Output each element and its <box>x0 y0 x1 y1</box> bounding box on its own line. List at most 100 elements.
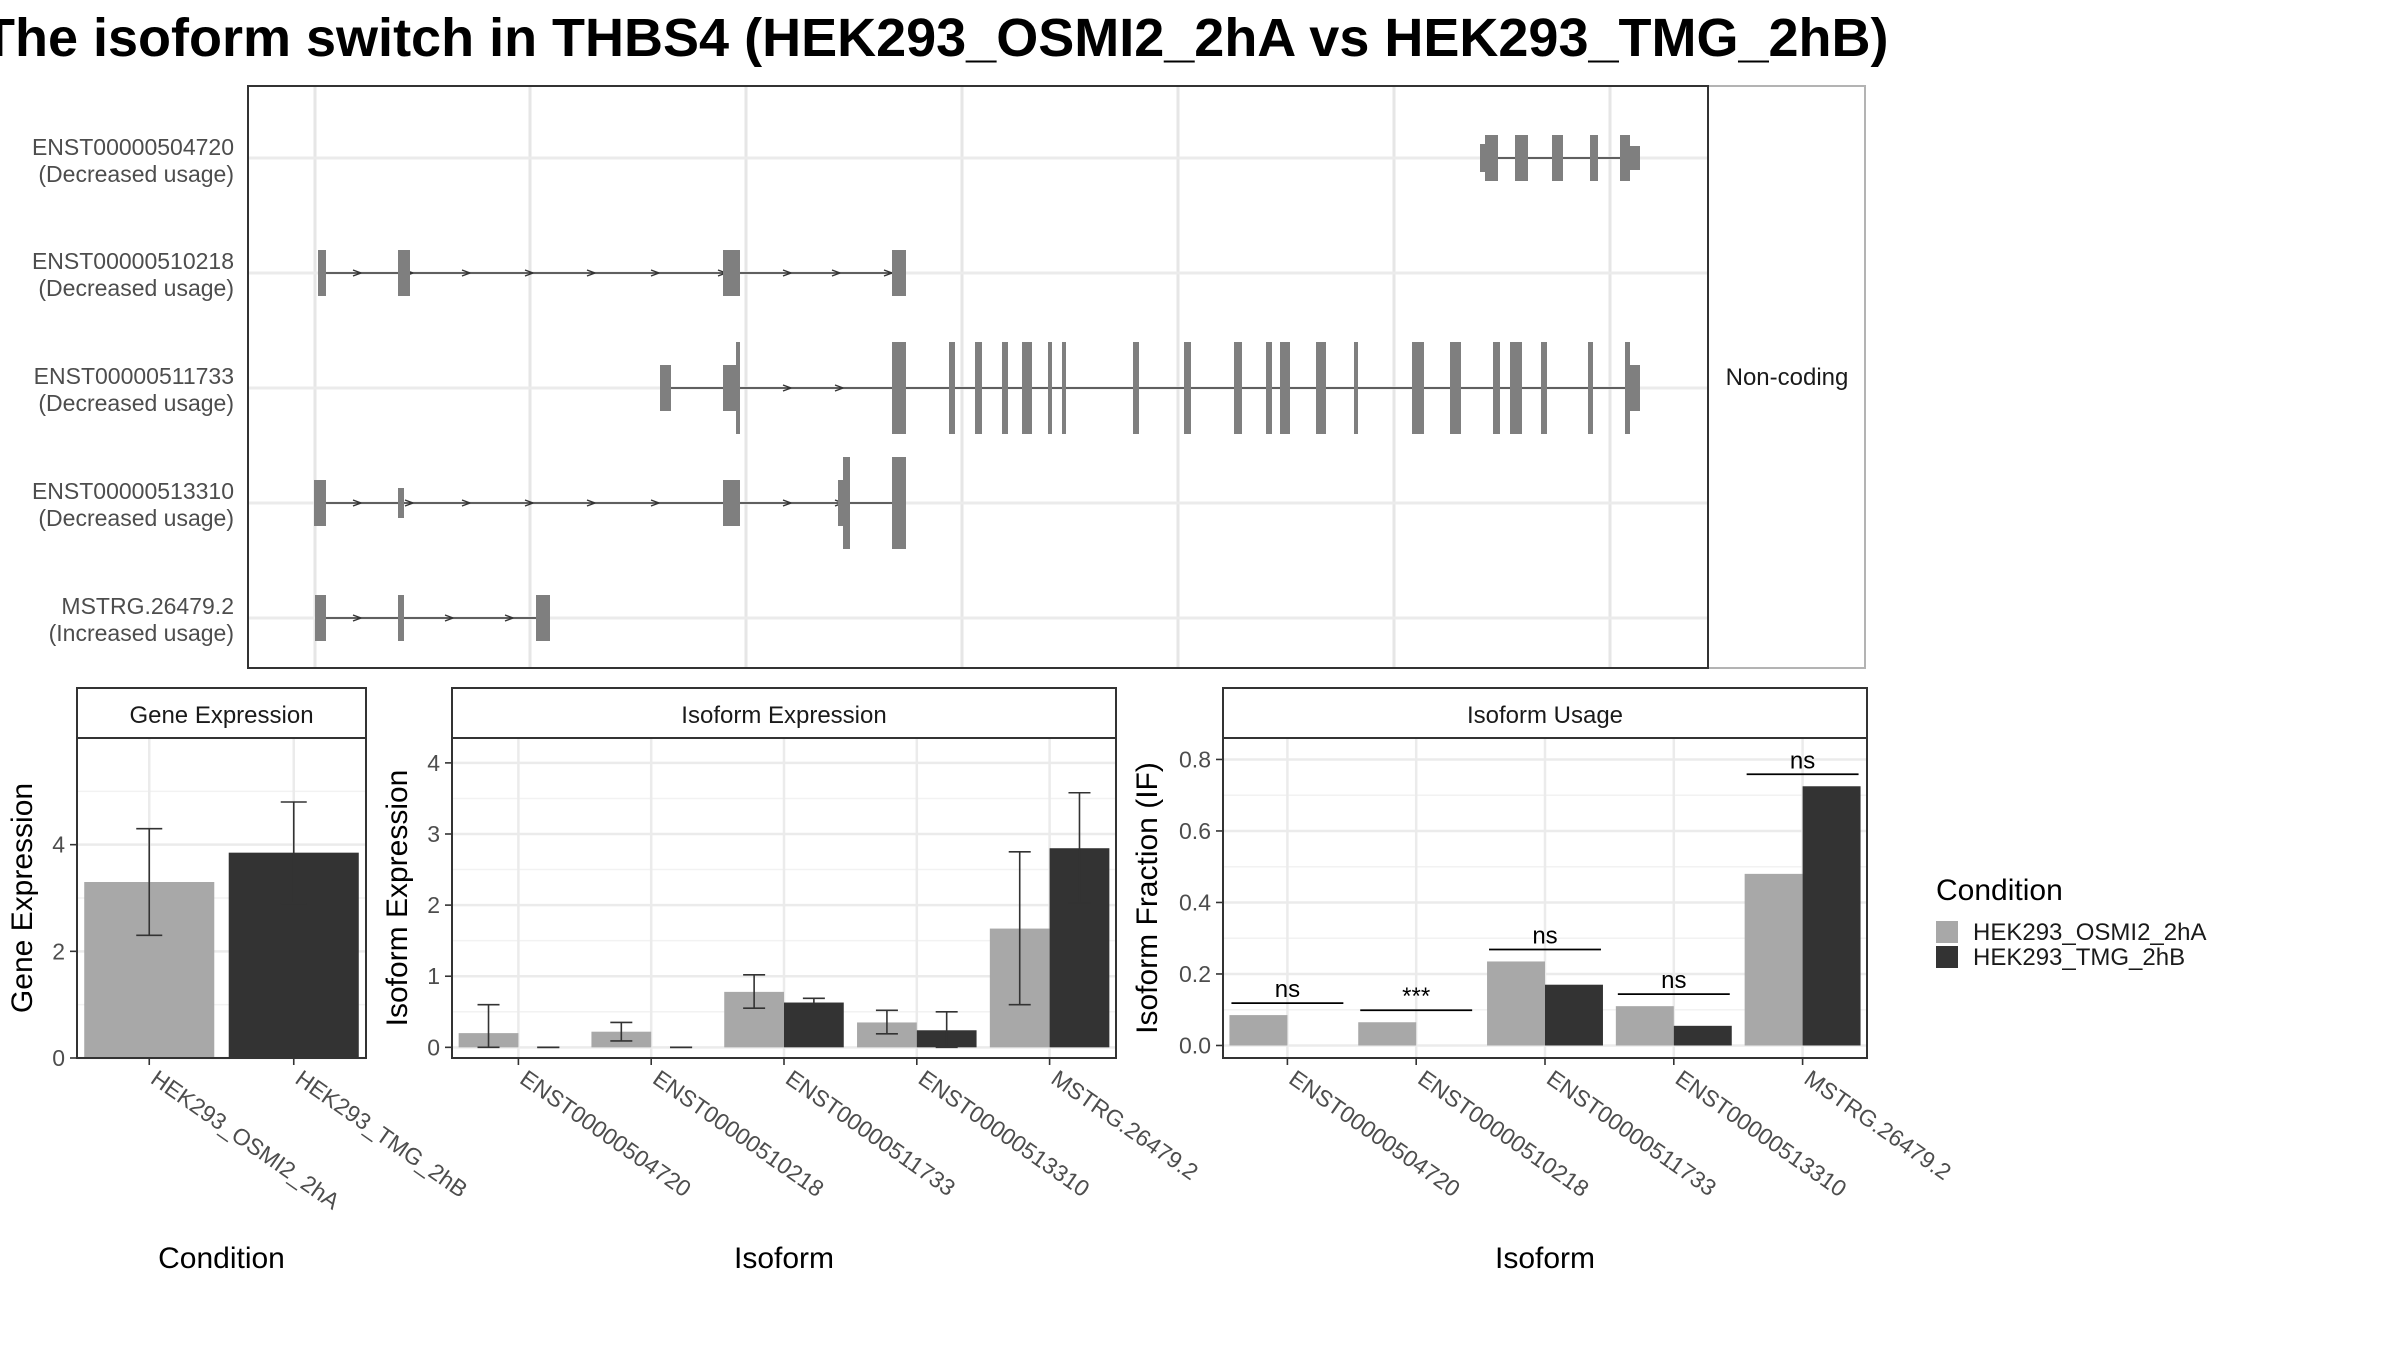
transcript-label-1: ENST00000510218 (Decreased usage) <box>32 248 234 301</box>
isoform-expression-panel: Isoform Expression 0 1 2 3 4 Isoform Expressio… <box>381 687 1203 1275</box>
exon-block <box>536 595 550 641</box>
legend-swatch-osmi2 <box>1936 921 1958 943</box>
exon-block <box>1412 342 1424 434</box>
strand-arrow <box>461 499 472 507</box>
significance-label: ns <box>1661 967 1686 994</box>
figure-title: The isoform switch in THBS4 (HEK293_OSMI… <box>0 8 1889 68</box>
transcript-id: MSTRG.26479.2 <box>61 593 234 619</box>
y-axis-label: Isoform Expression <box>381 770 414 1027</box>
exon-block <box>1184 342 1191 434</box>
exon-block <box>660 365 671 411</box>
strand-arrow <box>524 499 535 507</box>
legend-label-tmg: HEK293_TMG_2hB <box>1973 944 2185 971</box>
significance-label: ns <box>1275 976 1300 1003</box>
strand-arrow <box>352 269 363 277</box>
exon-block <box>1002 342 1008 434</box>
strand-arrow <box>524 269 535 277</box>
y-tick-label: 2 <box>427 892 440 918</box>
y-tick-label: 0.4 <box>1179 889 1211 915</box>
x-axis-label: Isoform <box>1495 1242 1595 1275</box>
structure-strip-label: Non-coding <box>1726 364 1849 391</box>
strand-arrow <box>352 614 363 622</box>
bar <box>1545 984 1603 1046</box>
y-tick-label: 4 <box>52 832 65 858</box>
transcript-label-0: ENST00000504720 (Decreased usage) <box>32 134 234 187</box>
bar <box>784 1002 844 1048</box>
transcript-structure-0 <box>1480 135 1640 181</box>
x-axis-label: Condition <box>158 1242 285 1275</box>
exon-block <box>1450 342 1461 434</box>
strand-arrow <box>352 499 363 507</box>
bar <box>1229 1015 1288 1046</box>
transcript-usage: (Decreased usage) <box>38 390 234 416</box>
y-tick-label: 0.6 <box>1179 818 1211 844</box>
exon-block <box>892 250 906 296</box>
y-tick-label: 0 <box>427 1034 440 1060</box>
panel-title: Isoform Usage <box>1467 702 1623 729</box>
panel-title: Isoform Expression <box>681 702 886 729</box>
exon-block <box>949 342 955 434</box>
isoform-usage-panel: Isoform Usage ns *** ns ns ns 0.0 0.2 0.4 0.6 0.8 I… <box>1131 687 1956 1275</box>
bars: ns *** ns ns ns <box>1229 747 1861 1046</box>
x-axis-label: Isoform <box>734 1242 834 1275</box>
strand-arrow <box>444 614 455 622</box>
transcript-id: ENST00000511733 <box>34 363 234 389</box>
strand-arrow <box>586 269 597 277</box>
exon-block <box>1630 146 1640 170</box>
structure-transcripts <box>314 135 1640 641</box>
y-axis-label: Gene Expression <box>6 783 39 1013</box>
transcript-structure-4 <box>315 595 550 641</box>
exon-block <box>1062 342 1066 434</box>
legend-label-osmi2: HEK293_OSMI2_2hA <box>1973 919 2206 946</box>
x-axis: ENST00000504720ENST00000510218ENST000005… <box>1285 1058 1956 1275</box>
exon-block <box>315 595 326 641</box>
legend-swatch-tmg <box>1936 946 1958 968</box>
exon-block <box>1316 342 1326 434</box>
exon-block <box>1620 135 1630 181</box>
legend: Condition HEK293_OSMI2_2hA HEK293_TMG_2h… <box>1936 874 2206 971</box>
exon-block <box>975 342 982 434</box>
transcript-usage: (Decreased usage) <box>38 505 234 531</box>
exon-block <box>398 595 404 641</box>
y-tick-label: 3 <box>427 821 440 847</box>
exon-block <box>892 457 906 549</box>
significance-label: ns <box>1532 922 1557 949</box>
transcript-id: ENST00000510218 <box>32 248 234 274</box>
strand-arrow <box>650 499 661 507</box>
transcript-usage: (Decreased usage) <box>38 275 234 301</box>
bar <box>1673 1025 1732 1046</box>
exon-block <box>1588 342 1593 434</box>
exon-block <box>318 250 326 296</box>
exon-block <box>1485 135 1498 181</box>
transcript-structure-1 <box>318 250 906 296</box>
y-tick-label: 0.8 <box>1179 746 1211 772</box>
y-tick-label: 4 <box>427 750 440 776</box>
strand-arrow <box>782 499 793 507</box>
panel-border <box>76 737 367 1059</box>
y-tick-label: 1 <box>427 963 440 989</box>
strand-arrow <box>586 499 597 507</box>
y-axis: 0 1 2 3 4 Isoform Expression <box>381 750 452 1060</box>
transcript-usage: (Decreased usage) <box>38 161 234 187</box>
y-tick-label: 0 <box>52 1045 65 1071</box>
exon-block <box>736 342 740 434</box>
transcript-label-2: ENST00000511733 (Decreased usage) <box>34 363 234 416</box>
strand-arrow <box>650 269 661 277</box>
transcript-structure-2 <box>660 342 1640 434</box>
exon-block <box>838 480 843 526</box>
transcript-structure-3 <box>314 457 906 549</box>
strand-arrow <box>504 614 515 622</box>
exon-block <box>398 488 404 518</box>
y-tick-label: 0.2 <box>1179 961 1211 987</box>
strand-arrow <box>461 269 472 277</box>
transcript-usage: (Increased usage) <box>49 620 234 646</box>
transcript-label-3: ENST00000513310 (Decreased usage) <box>32 478 234 531</box>
exon-block <box>1480 144 1485 172</box>
x-axis: ENST00000504720ENST00000510218ENST000005… <box>516 1058 1203 1275</box>
panel-strip <box>1222 687 1868 739</box>
exon-block <box>1493 342 1500 434</box>
structure-strip <box>1707 85 1866 669</box>
exon-block <box>843 457 850 549</box>
exon-block <box>1541 342 1547 434</box>
